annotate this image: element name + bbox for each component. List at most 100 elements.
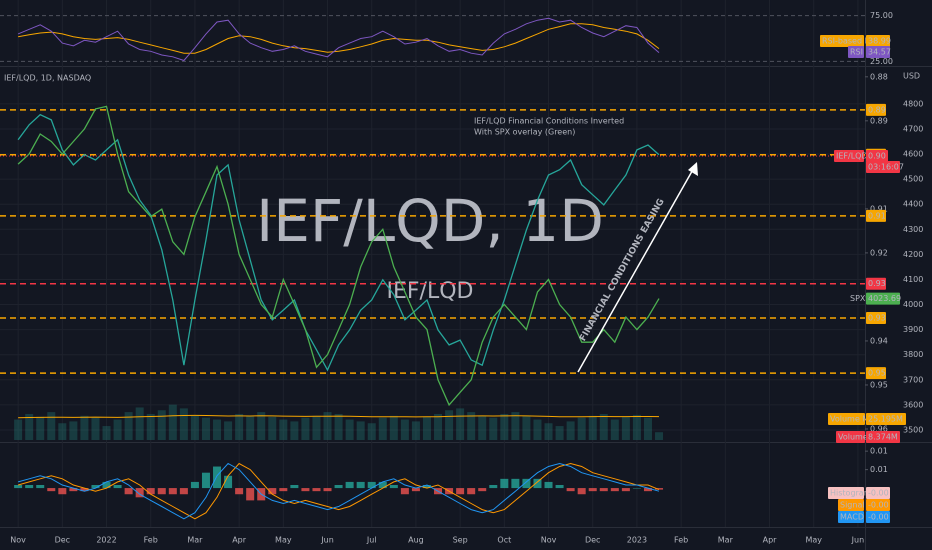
macd-legend-value-box	[866, 499, 890, 511]
histogram-bar	[555, 485, 564, 489]
macd-line	[17, 462, 660, 520]
macd-legend-value: -0.00	[868, 501, 889, 510]
macd-legend-name-box	[838, 511, 864, 523]
histogram-bar	[467, 488, 476, 495]
volume-bar	[213, 419, 222, 440]
volume-bar	[489, 417, 498, 440]
volume-name: Volume	[838, 433, 868, 442]
x-tick-label: Mar	[187, 536, 203, 545]
x-tick-label: Nov	[10, 536, 26, 545]
macd-legend-value: -0.00	[868, 489, 889, 498]
volume-bar	[655, 432, 664, 440]
histogram-bar	[345, 481, 354, 489]
histogram-bar	[500, 478, 509, 489]
histogram-bar	[124, 488, 133, 495]
y2-tick-label: 0.91	[870, 204, 888, 213]
rsi-legend-value-box	[866, 35, 890, 47]
volume-bar	[445, 410, 454, 440]
rsi-legend-name-box	[820, 35, 864, 47]
volume-bar	[25, 413, 34, 440]
volume-bar	[135, 407, 144, 440]
level-label-box	[866, 312, 886, 325]
volume-bar	[610, 419, 619, 440]
level-label: 0.95	[868, 369, 886, 378]
x-tick-label: Aug	[408, 536, 424, 545]
histogram-bar	[312, 488, 321, 492]
x-tick-label: Sep	[453, 536, 468, 545]
volume-ma-value-box	[866, 413, 906, 425]
histogram-bar	[456, 488, 465, 495]
volume-bar	[301, 417, 310, 440]
histogram-bar	[422, 485, 431, 489]
volume-bar	[102, 426, 111, 440]
volume-bar	[599, 413, 608, 440]
rsi-legend-value: 38.99	[868, 37, 891, 46]
rsi-legend-value-box	[866, 46, 890, 58]
histogram-bar	[235, 488, 244, 495]
arrow-shaft	[577, 165, 696, 373]
x-tick-label: Oct	[497, 536, 511, 545]
x-tick-label: Nov	[541, 536, 557, 545]
x-tick-label: Jul	[366, 536, 377, 545]
histogram-bar	[47, 488, 56, 492]
volume-bar	[588, 415, 597, 440]
y2-tick-label: 0.96	[870, 424, 888, 433]
volume-bar	[577, 417, 586, 440]
volume-bar	[113, 419, 122, 440]
volume-bar	[290, 421, 299, 440]
x-tick-label: Feb	[674, 536, 688, 545]
volume-bar	[69, 421, 78, 440]
volume-bar	[367, 423, 376, 440]
level-label: 0.91	[868, 211, 886, 220]
histogram-bar	[179, 488, 188, 495]
volume-bar	[224, 421, 233, 440]
x-tick-label: Apr	[763, 536, 778, 545]
volume-bar	[456, 408, 465, 440]
level-label: 0.93	[868, 314, 886, 323]
volume-bar	[345, 419, 354, 440]
histogram-bar	[224, 475, 233, 489]
histogram-bar	[411, 488, 420, 492]
volume-bar	[246, 415, 255, 440]
histogram-bar	[168, 488, 177, 495]
volume-bar	[80, 415, 89, 440]
histogram-bar	[290, 485, 299, 489]
volume-bar	[411, 421, 420, 440]
macd-legend-value-box	[866, 511, 890, 523]
rsi-legend-name-box	[848, 46, 864, 58]
volume-ma-name: Volume MA	[830, 415, 875, 424]
volume-bar	[389, 415, 398, 440]
histogram-bar	[25, 485, 34, 489]
histogram-bar	[577, 488, 586, 495]
histogram-bar	[610, 488, 619, 492]
watermark-sub: IEF/LQD	[387, 279, 474, 304]
volume-bar	[157, 410, 166, 440]
histogram-bar	[522, 478, 531, 489]
histogram-bar	[489, 485, 498, 489]
volume-bar	[201, 417, 210, 440]
y2-tick-label: 0.89	[870, 116, 888, 125]
rsi-line	[17, 17, 660, 62]
histogram-bar	[301, 488, 310, 492]
histogram-bar	[80, 488, 89, 492]
spx-tag-value-box	[866, 292, 900, 305]
volume-bar	[422, 416, 431, 440]
price-tag-value-box	[866, 150, 888, 163]
x-tick-label: 2023	[627, 536, 647, 545]
histogram-bar	[643, 488, 652, 492]
rsi-tick-label: 25.00	[870, 57, 893, 66]
rsi-legend-value: 34.57	[868, 48, 891, 57]
histogram-bar	[157, 488, 166, 495]
y2-tick-label: 0.88	[870, 72, 888, 81]
x-tick-label: Jun	[851, 536, 865, 545]
histogram-bar	[213, 466, 222, 489]
price-tag-value: 0.90	[868, 152, 886, 161]
volume-bar	[511, 412, 520, 440]
histogram-bar	[511, 478, 520, 489]
histogram-bar	[201, 472, 210, 489]
volume-bar	[334, 413, 343, 440]
histogram-bar	[58, 488, 67, 495]
series-line	[17, 105, 660, 407]
histogram-bar	[566, 488, 575, 492]
x-tick-label: Mar	[718, 536, 734, 545]
